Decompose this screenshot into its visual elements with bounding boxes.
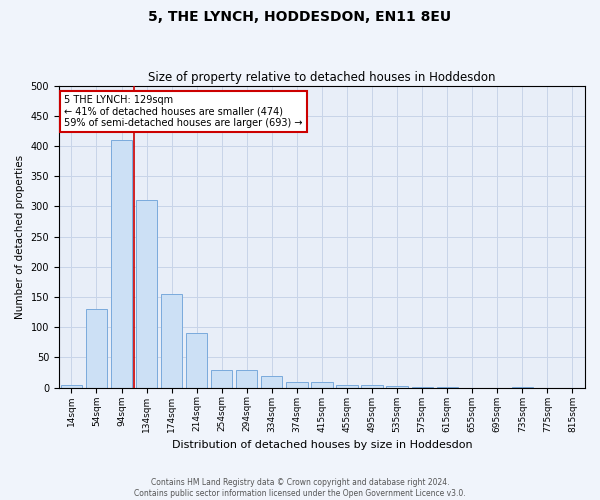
- Bar: [136, 200, 157, 388]
- X-axis label: Distribution of detached houses by size in Hoddesdon: Distribution of detached houses by size …: [172, 440, 472, 450]
- Bar: [437, 387, 458, 388]
- Bar: [186, 334, 208, 388]
- Bar: [161, 294, 182, 388]
- Text: 5, THE LYNCH, HODDESDON, EN11 8EU: 5, THE LYNCH, HODDESDON, EN11 8EU: [148, 10, 452, 24]
- Bar: [86, 309, 107, 388]
- Bar: [61, 384, 82, 388]
- Bar: [337, 384, 358, 388]
- Bar: [512, 387, 533, 388]
- Y-axis label: Number of detached properties: Number of detached properties: [15, 154, 25, 318]
- Bar: [211, 370, 232, 388]
- Title: Size of property relative to detached houses in Hoddesdon: Size of property relative to detached ho…: [148, 72, 496, 85]
- Bar: [361, 384, 383, 388]
- Bar: [286, 382, 308, 388]
- Bar: [261, 376, 283, 388]
- Bar: [386, 386, 408, 388]
- Bar: [412, 387, 433, 388]
- Bar: [311, 382, 332, 388]
- Bar: [111, 140, 132, 388]
- Text: Contains HM Land Registry data © Crown copyright and database right 2024.
Contai: Contains HM Land Registry data © Crown c…: [134, 478, 466, 498]
- Text: 5 THE LYNCH: 129sqm
← 41% of detached houses are smaller (474)
59% of semi-detac: 5 THE LYNCH: 129sqm ← 41% of detached ho…: [64, 94, 302, 128]
- Bar: [236, 370, 257, 388]
